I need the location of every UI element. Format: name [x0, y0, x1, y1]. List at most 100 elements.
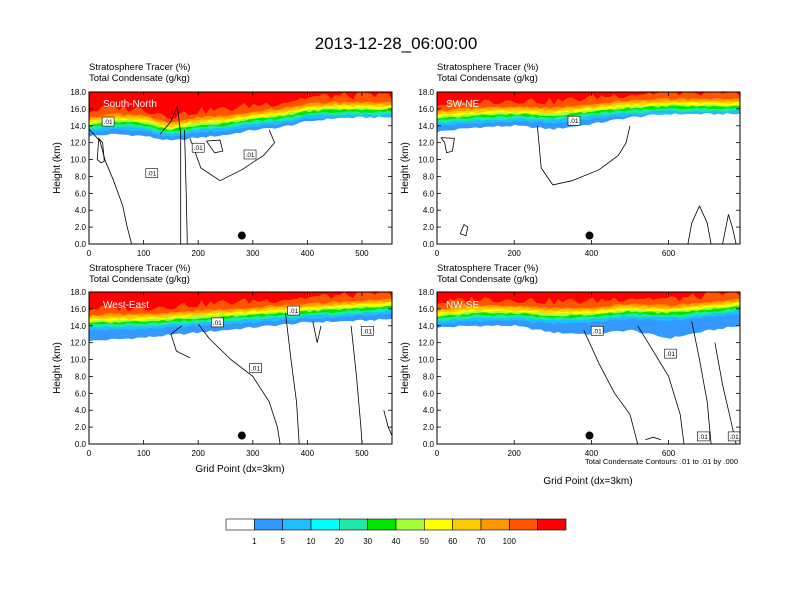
condensate-contour: [691, 321, 712, 444]
band-red: [437, 292, 740, 305]
plot-area: .01 .01 .01 .01 0.0 2.0 4.0 6.0 8.0 10.0 12.0 14.0 1…: [70, 88, 393, 258]
y-tick-label: 12.0: [70, 339, 86, 348]
panel-variable-line-1: Stratosphere Tracer (%): [437, 263, 538, 274]
x-tick-label: 500: [355, 449, 369, 458]
panel-variable-line-2: Total Condensate (g/kg): [89, 73, 190, 84]
condensate-contour: [184, 129, 188, 244]
location-marker: [585, 431, 594, 440]
y-tick-label: 18.0: [418, 288, 434, 297]
y-tick-label: 8.0: [423, 172, 435, 181]
plot-area: .01 0.0 2.0 4.0 6.0 8.0 10.0 12.0 14.0 16.0 18.0 0 2…: [418, 88, 741, 258]
colorbar-bin: [225, 518, 255, 531]
location-marker: [237, 231, 246, 240]
contour-label-box: [697, 431, 710, 442]
y-tick-label: 10.0: [418, 356, 434, 365]
y-tick-label: 0.0: [423, 440, 435, 449]
y-tick-label: 6.0: [75, 389, 87, 398]
colorbar-label: 40: [392, 537, 401, 546]
plot-layers: .01 .01 .01 .01: [89, 92, 392, 244]
y-axis-label: Height (km): [52, 142, 63, 194]
contour-label: .01: [251, 366, 260, 373]
y-axis-label: Height (km): [400, 342, 411, 394]
y-tick-label: 12.0: [70, 139, 86, 148]
contour-label: .01: [246, 152, 255, 159]
x-tick-label: 300: [246, 249, 260, 258]
plot-area: .01 .01 .01 .01 0.0 2.0 4.0 6.0 8.0 10.0 12.0 14.0 1…: [418, 288, 741, 458]
condensate-contour: [537, 125, 631, 186]
y-tick-label: 0.0: [423, 240, 435, 249]
condensate-contour: [722, 214, 737, 244]
colorbar-bin: [537, 518, 567, 531]
location-marker: [585, 231, 594, 240]
condensate-contour: [583, 329, 639, 444]
y-tick-label: 8.0: [75, 372, 87, 381]
colorbar-label: 5: [280, 537, 285, 546]
contour-label-box: [210, 317, 224, 328]
x-tick-label: 0: [87, 249, 92, 258]
condensate-contour: [312, 321, 322, 343]
condensate-contour: [714, 342, 737, 444]
band-red: [89, 92, 392, 120]
contour-label-box: [249, 363, 262, 373]
condensate-contour: [459, 224, 469, 237]
condensate-contour: [206, 139, 224, 154]
contour-label-box: [567, 115, 581, 126]
contour-label-box: [287, 305, 301, 316]
condensate-contour: [645, 436, 662, 441]
colorbar-label: 10: [307, 537, 316, 546]
panel-title: NW-SE: [446, 300, 479, 311]
x-tick-label: 400: [585, 449, 599, 458]
condensate-contour: [197, 323, 281, 444]
contour-label-box: [145, 168, 159, 178]
y-tick-label: 10.0: [418, 156, 434, 165]
condensate-contour: [350, 325, 363, 444]
x-tick-label: 100: [137, 449, 151, 458]
y-tick-label: 2.0: [423, 223, 435, 232]
band-red: [437, 92, 740, 106]
contour-label-box: [664, 348, 677, 359]
colorbar-label: 20: [335, 537, 344, 546]
colorbar-bin: [367, 518, 397, 531]
condensate-contour: [189, 129, 276, 182]
y-tick-label: 18.0: [70, 88, 86, 97]
colorbar-label: 1: [252, 537, 257, 546]
y-tick-label: 10.0: [70, 356, 86, 365]
x-tick-label: 200: [508, 249, 522, 258]
y-tick-label: 12.0: [418, 139, 434, 148]
x-tick-label: 300: [246, 449, 260, 458]
plot-frame: [88, 291, 393, 445]
x-tick-label: 200: [508, 449, 522, 458]
colorbar-bin: [424, 518, 453, 531]
x-axis-label: Grid Point (dx=3km): [195, 464, 284, 475]
y-axis-label: Height (km): [400, 142, 411, 194]
panel-title: West-East: [103, 300, 149, 311]
contour-label: .01: [699, 434, 708, 441]
panel-south-north: Stratosphere Tracer (%) Total Condensate…: [52, 62, 393, 258]
panel-variable-line-2: Total Condensate (g/kg): [89, 274, 190, 285]
panel-nw-se: Stratosphere Tracer (%) Total Condensate…: [400, 263, 741, 487]
y-tick-label: 14.0: [70, 122, 86, 131]
colorbar-bin: [452, 518, 482, 531]
plot-layers: .01 .01 .01 .01: [89, 292, 392, 444]
panel-variable-line-1: Stratosphere Tracer (%): [437, 62, 538, 73]
plot-area: .01 .01 .01 .01 0.0 2.0 4.0 6.0 8.0 10.0 12.0 14.0 1…: [70, 288, 393, 458]
y-tick-label: 2.0: [75, 423, 87, 432]
plot-layers: .01: [437, 92, 740, 244]
panel-variable-line-2: Total Condensate (g/kg): [437, 73, 538, 84]
x-tick-label: 0: [435, 249, 440, 258]
location-marker: [237, 431, 246, 440]
plot-frame: [88, 91, 393, 245]
colorbar-label: 70: [477, 537, 486, 546]
contour-label: .01: [570, 118, 579, 125]
x-tick-label: 400: [301, 449, 315, 458]
colorbar-bin: [254, 518, 283, 531]
y-tick-label: 4.0: [75, 406, 87, 415]
y-tick-label: 14.0: [418, 122, 434, 131]
panel-variable-line-2: Total Condensate (g/kg): [437, 274, 538, 285]
contour-label-box: [590, 326, 604, 336]
contour-info-footnote: Total Condensate Contours: .01 to .01 by…: [585, 457, 738, 466]
y-tick-label: 0.0: [75, 240, 87, 249]
x-tick-label: 0: [87, 449, 92, 458]
x-tick-label: 0: [435, 449, 440, 458]
